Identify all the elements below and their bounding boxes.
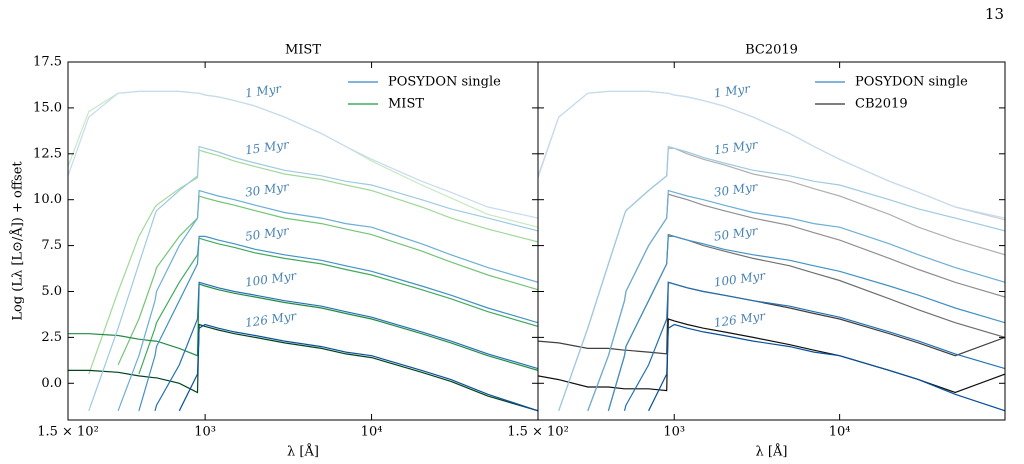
plot-area xyxy=(538,90,1005,412)
spectrum-line xyxy=(68,283,538,371)
age-label: 15 Myr xyxy=(244,137,291,157)
spectrum-line xyxy=(138,235,538,411)
legend-label: MIST xyxy=(388,97,424,112)
age-label: 1 Myr xyxy=(244,81,283,100)
legend-label: POSYDON single xyxy=(855,75,968,90)
x-tick-label: 10⁴ xyxy=(829,425,851,440)
spectrum-line xyxy=(538,90,1005,219)
x-tick-label: 1.5 × 10² xyxy=(37,425,99,440)
spectrum-line xyxy=(623,281,1005,411)
age-label: 50 Myr xyxy=(713,224,760,244)
x-tick-label: 10³ xyxy=(663,425,685,440)
y-tick-label: 7.5 xyxy=(41,238,62,253)
legend-label: CB2019 xyxy=(855,97,908,112)
spectrum-line xyxy=(558,145,1005,411)
age-label: 100 Myr xyxy=(244,268,298,289)
x-tick-label: 10⁴ xyxy=(361,425,383,440)
spectrum-line xyxy=(138,237,538,375)
y-tick-label: 0.0 xyxy=(41,376,62,391)
y-axis-label: Log (Lλ [L⊙/Å]) + offset xyxy=(10,161,26,321)
spectrum-line xyxy=(154,281,538,411)
age-label: 1 Myr xyxy=(713,81,752,100)
spectrum-line xyxy=(538,281,1005,357)
plot-area xyxy=(68,90,538,412)
y-tick-label: 2.5 xyxy=(41,330,62,345)
spectrum-line xyxy=(587,189,1005,412)
spectrum-line xyxy=(88,149,538,375)
axes-frame xyxy=(537,61,1006,421)
age-label: 30 Myr xyxy=(713,179,760,199)
spectrum-line xyxy=(68,323,538,412)
axes-frame xyxy=(67,61,539,421)
spectrum-line xyxy=(117,195,538,366)
spectrum-line xyxy=(117,189,538,412)
spectrum-line xyxy=(68,90,538,219)
spectrum-line xyxy=(178,323,538,412)
spectrum-line xyxy=(88,145,538,412)
y-tick-label: 5.0 xyxy=(41,284,62,299)
age-label: 100 Myr xyxy=(713,268,767,289)
x-axis-label: λ [Å] xyxy=(287,444,319,460)
spectrum-line xyxy=(68,90,538,228)
panel-title: BC2019 xyxy=(745,43,798,58)
age-label: 15 Myr xyxy=(713,137,760,157)
y-tick-label: 10.0 xyxy=(33,192,62,207)
y-tick-label: 12.5 xyxy=(33,146,62,161)
age-label: 50 Myr xyxy=(244,224,291,244)
spectrum-line xyxy=(607,235,1005,411)
age-label: 126 Myr xyxy=(713,309,767,330)
x-tick-label: 10³ xyxy=(194,425,216,440)
y-tick-label: 17.5 xyxy=(33,55,62,70)
spectrum-line xyxy=(648,323,1005,412)
x-axis-label: λ [Å] xyxy=(756,444,788,460)
y-tick-label: 15.0 xyxy=(33,100,62,115)
legend-label: POSYDON single xyxy=(388,75,501,90)
age-label: 126 Myr xyxy=(244,309,298,330)
age-label: 30 Myr xyxy=(244,179,291,199)
spectrum-line xyxy=(587,193,1005,412)
panel-title: MIST xyxy=(285,43,321,58)
x-tick-label: 1.5 × 10² xyxy=(507,425,569,440)
spectrum-line xyxy=(558,147,1005,411)
spectrum-line xyxy=(538,90,1005,221)
page-number: 13 xyxy=(985,5,1004,23)
